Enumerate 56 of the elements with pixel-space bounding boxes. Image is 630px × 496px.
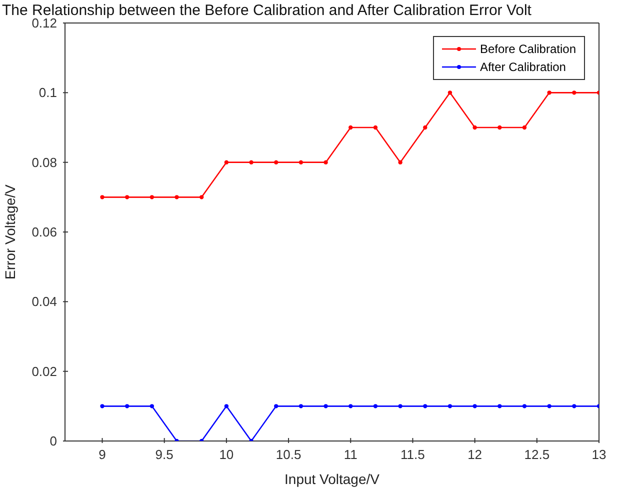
point <box>274 160 278 164</box>
x-tick-label: 13 <box>592 447 606 462</box>
point <box>572 90 576 95</box>
point <box>100 195 104 200</box>
point <box>423 404 428 408</box>
y-tick-label: 0.08 <box>32 154 57 170</box>
point <box>150 195 154 200</box>
point <box>224 160 229 164</box>
y-tick-label: 0.1 <box>38 85 57 100</box>
point <box>398 404 402 408</box>
x-tick-label: 9.5 <box>155 447 174 462</box>
y-axis-title: Error Voltage/V <box>2 184 18 280</box>
y-tick-label: 0.06 <box>32 224 57 240</box>
point <box>124 404 130 408</box>
point <box>498 404 502 408</box>
point <box>324 160 328 164</box>
x-tick-label: 12.5 <box>524 447 550 462</box>
point <box>547 90 552 95</box>
legend-label: Before Calibration <box>480 42 576 56</box>
legend-label: After Calibration <box>480 60 566 74</box>
point <box>522 404 527 408</box>
x-tick-label: 11.5 <box>400 447 425 462</box>
point <box>124 195 130 200</box>
x-tick-label: 10.5 <box>276 447 302 462</box>
x-tick-label: 10 <box>219 447 234 462</box>
point <box>324 404 328 408</box>
point <box>298 404 304 408</box>
point <box>373 125 378 130</box>
x-tick-label: 12 <box>468 447 482 462</box>
y-tick-label: 0.04 <box>32 294 57 310</box>
point <box>224 404 229 408</box>
point <box>150 404 154 408</box>
point <box>398 160 402 164</box>
point <box>448 404 452 408</box>
point <box>348 404 353 408</box>
point <box>200 195 204 200</box>
point <box>472 125 477 130</box>
point <box>522 125 527 130</box>
y-tick-label: 0 <box>50 434 57 448</box>
x-tick-label: 9 <box>98 447 106 462</box>
point <box>547 404 552 408</box>
y-tick-label: 0.02 <box>32 364 57 379</box>
point <box>423 125 428 130</box>
point <box>100 404 104 408</box>
x-axis-title: Input Voltage/V <box>284 471 380 487</box>
point <box>274 404 278 408</box>
point <box>373 404 378 408</box>
point <box>298 160 304 164</box>
point <box>174 195 179 200</box>
point <box>249 160 254 164</box>
point <box>348 125 353 130</box>
point <box>472 404 477 408</box>
x-tick-label: 11 <box>344 447 358 462</box>
point <box>498 125 502 130</box>
point <box>448 90 452 95</box>
point <box>572 404 576 408</box>
